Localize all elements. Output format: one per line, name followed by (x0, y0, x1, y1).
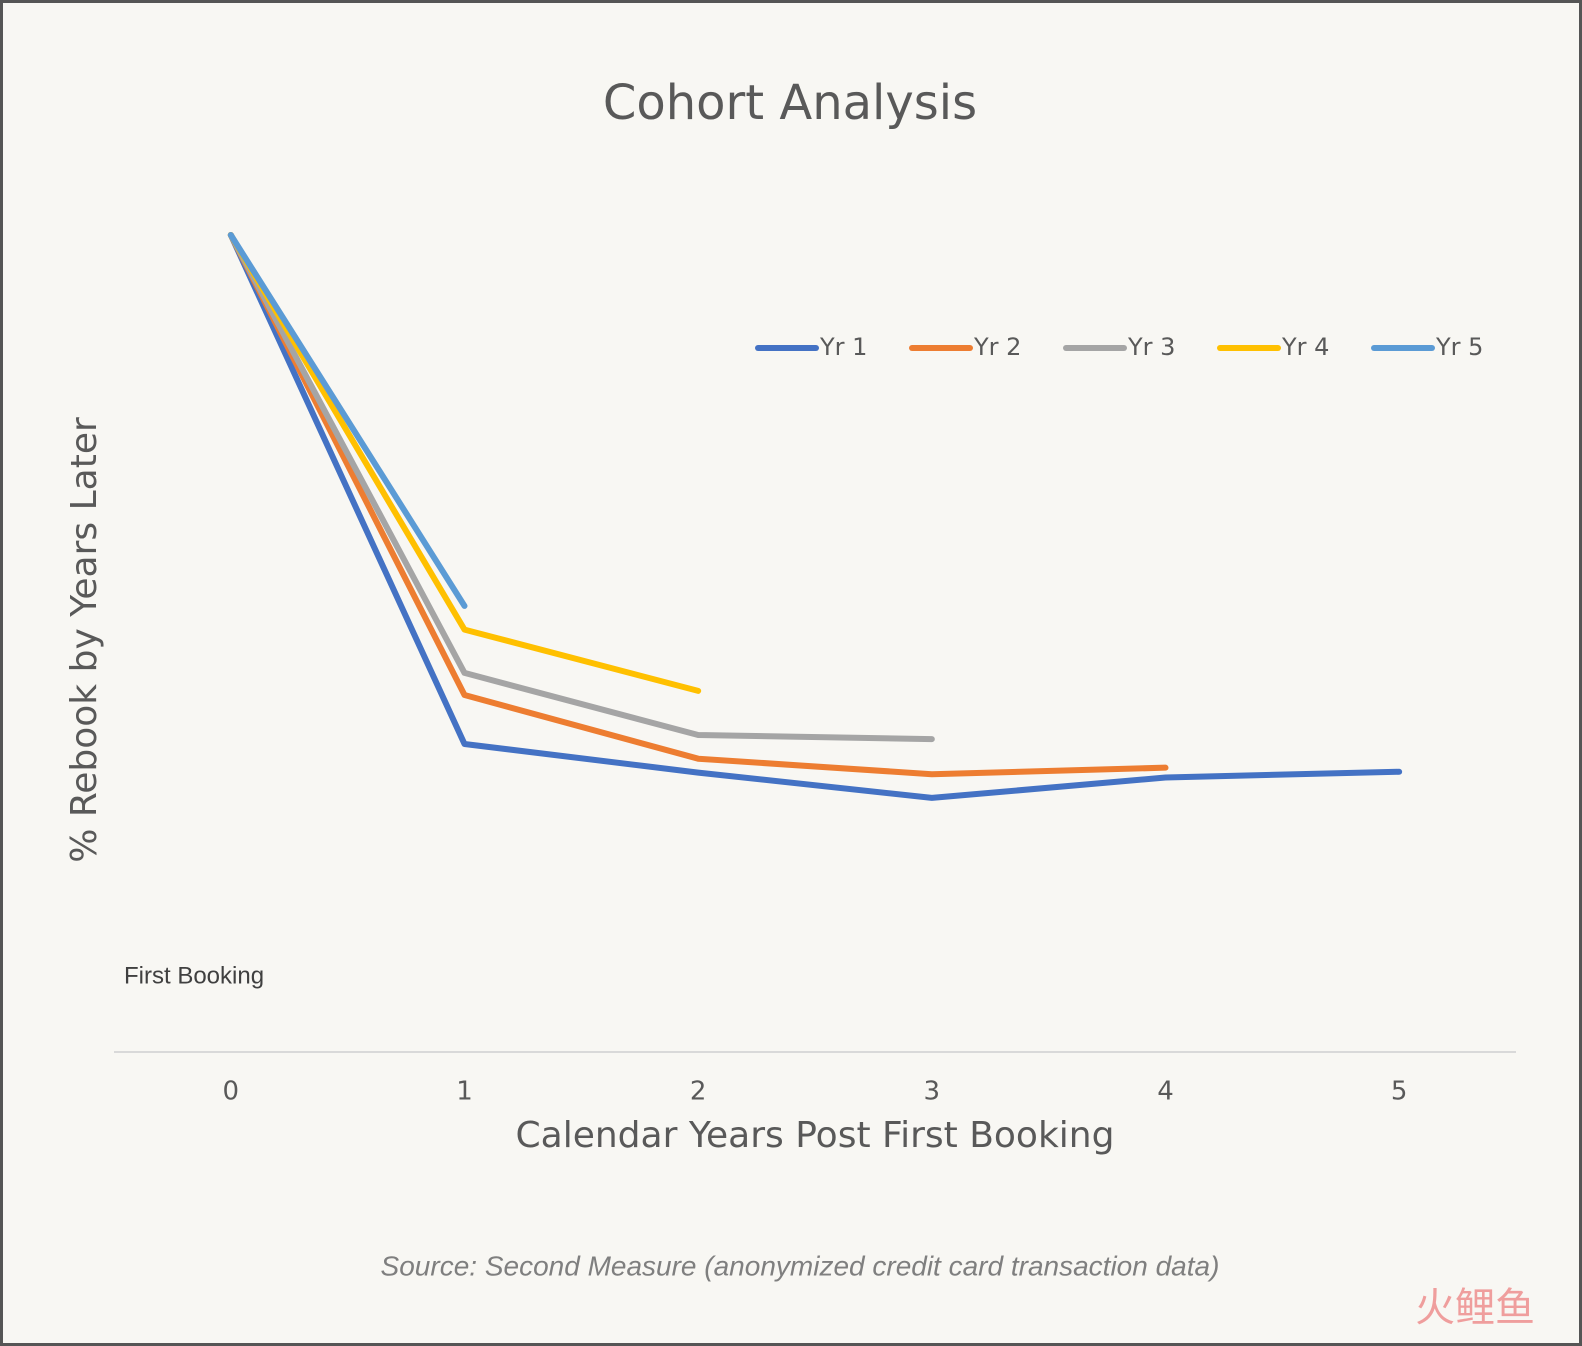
line-series (227, 232, 935, 743)
legend-label: Yr 2 (973, 333, 1021, 361)
y-axis-label: % Rebook by Years Later (64, 417, 105, 863)
x-tick-label: 2 (690, 1077, 707, 1107)
watermark: 火鲤鱼 (1415, 1285, 1535, 1331)
x-tick-label: 3 (924, 1077, 941, 1107)
x-tick-label: 0 (223, 1077, 240, 1107)
chart-title: Cohort Analysis (603, 75, 977, 131)
source-note: Source: Second Measure (anonymized credi… (381, 1250, 1220, 1281)
x-axis-label: Calendar Years Post First Booking (516, 1115, 1115, 1156)
legend-label: Yr 1 (819, 333, 867, 361)
legend-label: Yr 4 (1281, 333, 1329, 361)
line-series (227, 232, 468, 609)
line-series (227, 232, 1169, 778)
line-series (227, 232, 1403, 801)
legend-label: Yr 3 (1127, 333, 1175, 361)
x-tick-label: 1 (456, 1077, 473, 1107)
line-series (227, 232, 702, 694)
x-tick-label: 5 (1391, 1077, 1408, 1107)
x-tick-label: 4 (1157, 1077, 1174, 1107)
annotation: First Booking (124, 962, 264, 989)
legend-label: Yr 5 (1435, 333, 1483, 361)
